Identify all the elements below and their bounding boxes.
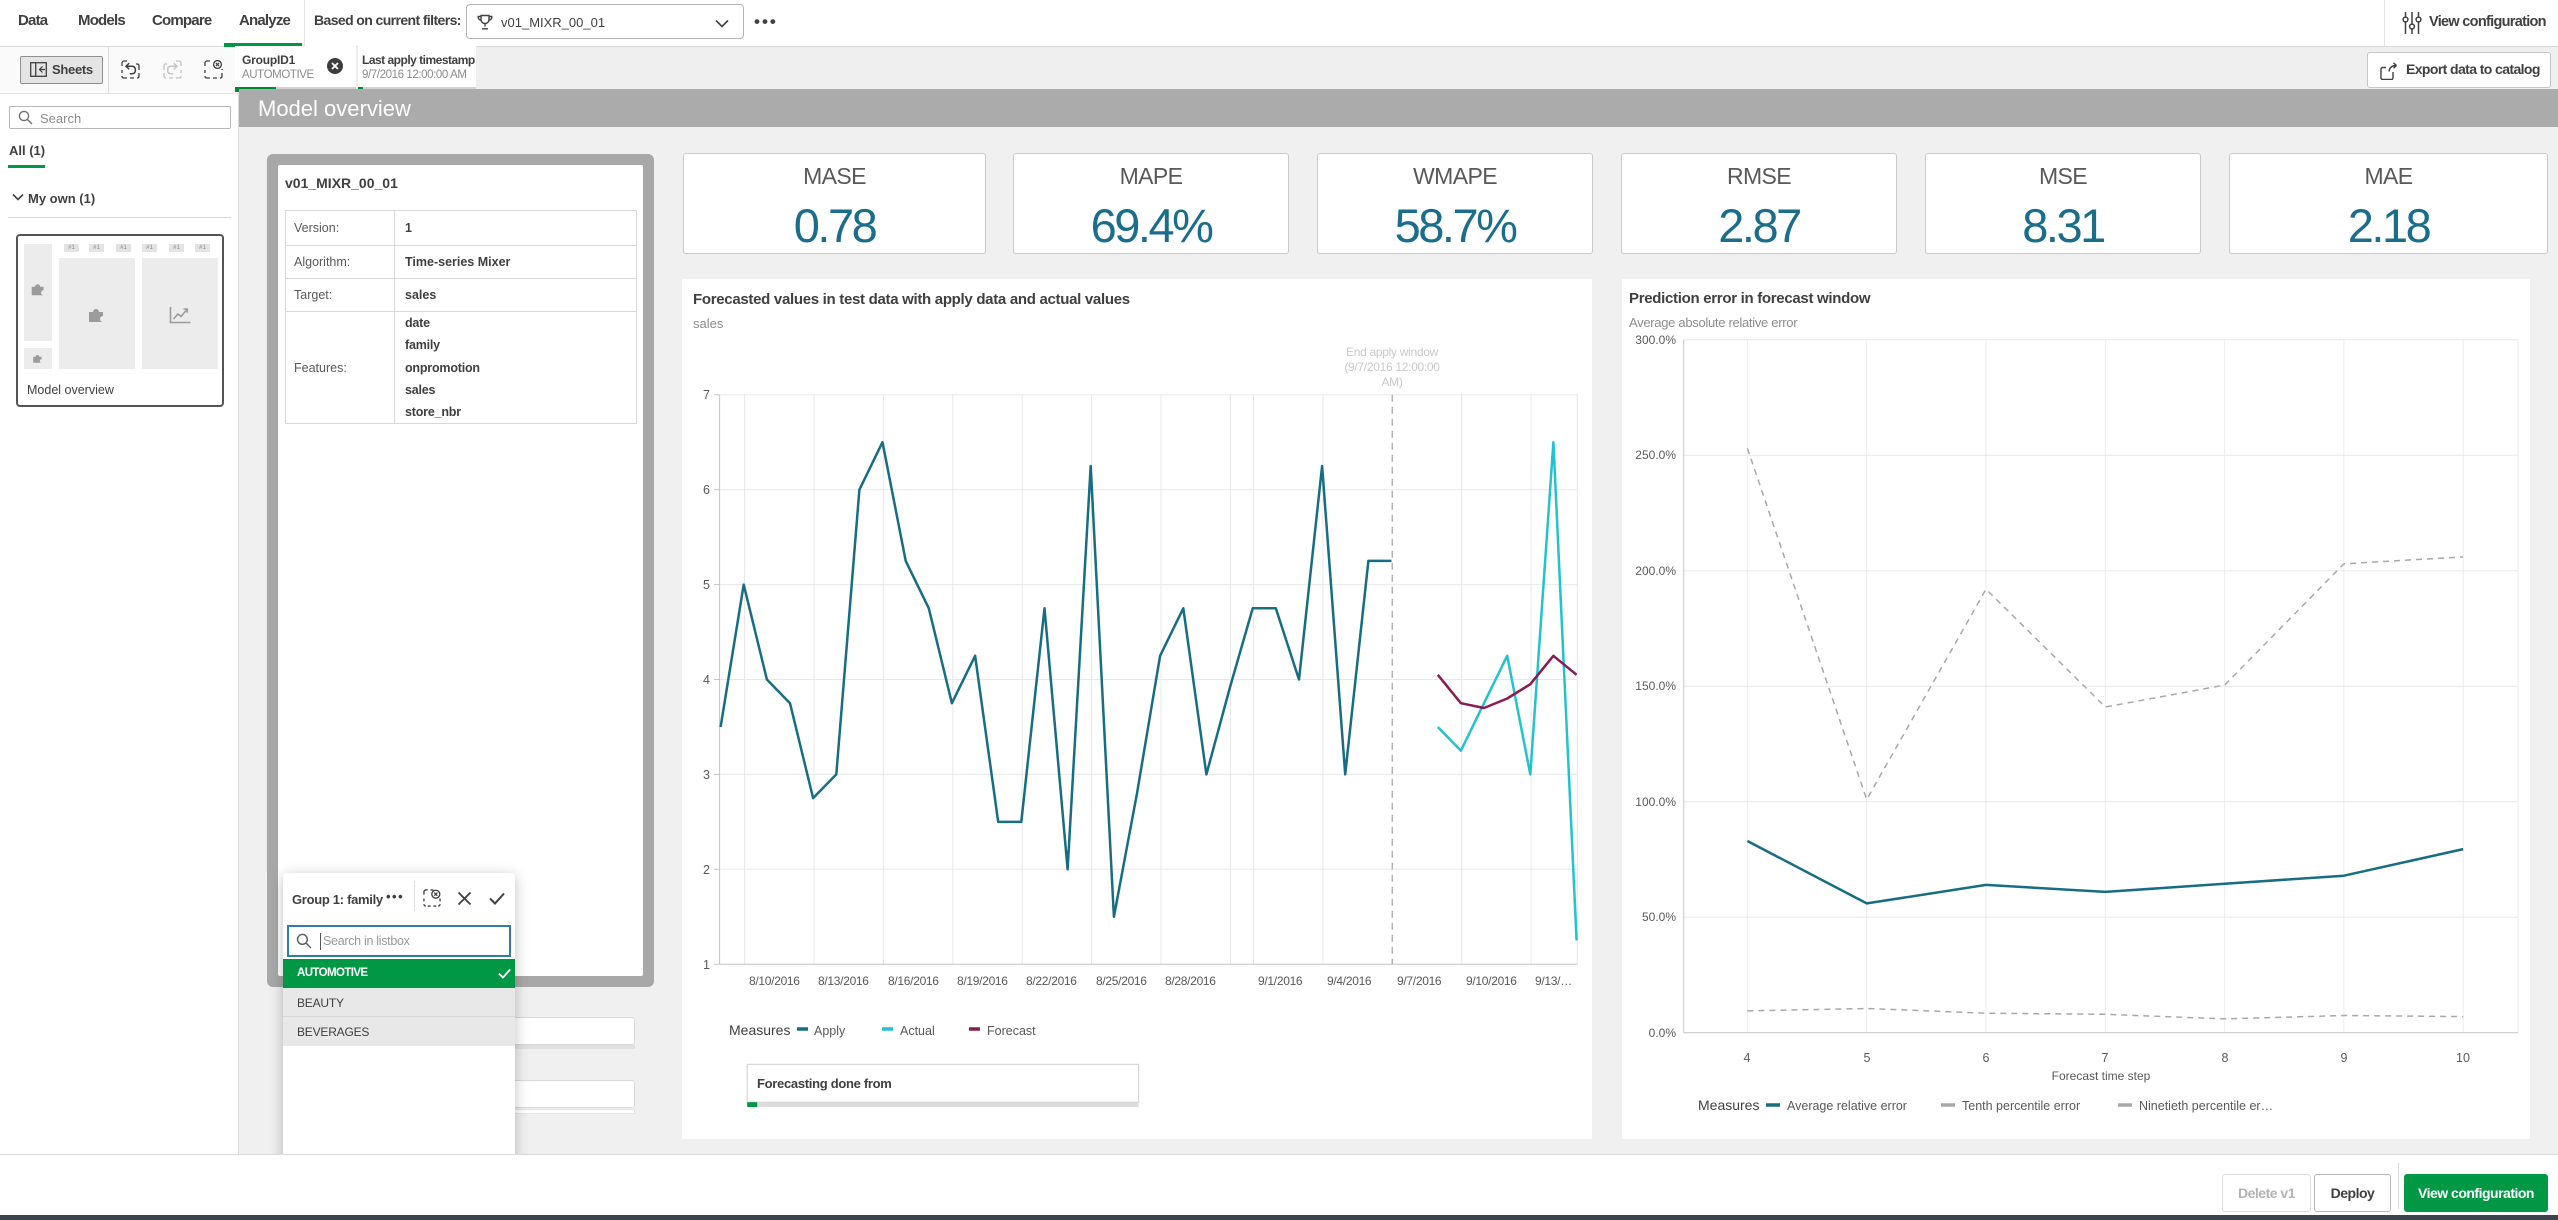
- svg-text:8: 8: [2222, 1051, 2229, 1065]
- svg-text:Forecast time step: Forecast time step: [2052, 1069, 2151, 1083]
- svg-text:Average relative error: Average relative error: [1787, 1099, 1907, 1113]
- svg-text:9/10/2016: 9/10/2016: [1466, 974, 1517, 988]
- svg-text:Forecasting done from: Forecasting done from: [757, 1076, 892, 1091]
- svg-text:8/10/2016: 8/10/2016: [749, 974, 800, 988]
- svg-text:7: 7: [2102, 1051, 2109, 1065]
- svg-text:9/13/…: 9/13/…: [1535, 974, 1572, 988]
- svg-text:9/4/2016: 9/4/2016: [1327, 974, 1372, 988]
- svg-text:sales: sales: [693, 316, 724, 331]
- svg-text:4: 4: [703, 673, 710, 687]
- svg-text:300.0%: 300.0%: [1635, 333, 1676, 347]
- svg-text:200.0%: 200.0%: [1635, 564, 1676, 578]
- svg-text:Actual: Actual: [900, 1024, 935, 1038]
- svg-text:Apply: Apply: [814, 1024, 846, 1038]
- svg-text:Prediction error in forecast w: Prediction error in forecast window: [1629, 290, 1871, 307]
- svg-text:9: 9: [2341, 1051, 2348, 1065]
- svg-text:8/19/2016: 8/19/2016: [957, 974, 1008, 988]
- svg-text:6: 6: [703, 483, 710, 497]
- svg-text:250.0%: 250.0%: [1635, 448, 1676, 462]
- svg-text:3: 3: [703, 768, 710, 782]
- svg-text:8/16/2016: 8/16/2016: [888, 974, 939, 988]
- svg-text:Forecasted values in test data: Forecasted values in test data with appl…: [693, 291, 1130, 308]
- svg-text:Forecast: Forecast: [987, 1024, 1036, 1038]
- svg-text:Measures: Measures: [729, 1022, 790, 1038]
- svg-text:Ninetieth percentile er…: Ninetieth percentile er…: [2139, 1099, 2273, 1113]
- svg-text:5: 5: [1864, 1051, 1871, 1065]
- svg-text:10: 10: [2456, 1051, 2470, 1065]
- svg-text:Average absolute relative erro: Average absolute relative error: [1629, 315, 1798, 330]
- svg-text:9/1/2016: 9/1/2016: [1258, 974, 1303, 988]
- svg-text:Tenth percentile error: Tenth percentile error: [1962, 1099, 2080, 1113]
- svg-text:5: 5: [703, 578, 710, 592]
- svg-text:2: 2: [703, 863, 710, 877]
- svg-text:8/13/2016: 8/13/2016: [818, 974, 869, 988]
- svg-text:8/28/2016: 8/28/2016: [1165, 974, 1216, 988]
- svg-text:Measures: Measures: [1698, 1097, 1759, 1113]
- svg-text:50.0%: 50.0%: [1642, 910, 1676, 924]
- svg-text:9/7/2016: 9/7/2016: [1397, 974, 1442, 988]
- svg-text:7: 7: [703, 388, 710, 402]
- svg-text:1: 1: [703, 958, 710, 972]
- svg-text:0.0%: 0.0%: [1649, 1026, 1677, 1040]
- svg-text:AM): AM): [1381, 375, 1402, 389]
- svg-text:6: 6: [1983, 1051, 1990, 1065]
- svg-text:8/22/2016: 8/22/2016: [1026, 974, 1077, 988]
- svg-text:End apply window: End apply window: [1346, 345, 1439, 359]
- svg-text:100.0%: 100.0%: [1635, 795, 1676, 809]
- svg-text:150.0%: 150.0%: [1635, 679, 1676, 693]
- svg-text:(9/7/2016 12:00:00: (9/7/2016 12:00:00: [1344, 360, 1440, 374]
- svg-text:4: 4: [1744, 1051, 1751, 1065]
- svg-text:8/25/2016: 8/25/2016: [1096, 974, 1147, 988]
